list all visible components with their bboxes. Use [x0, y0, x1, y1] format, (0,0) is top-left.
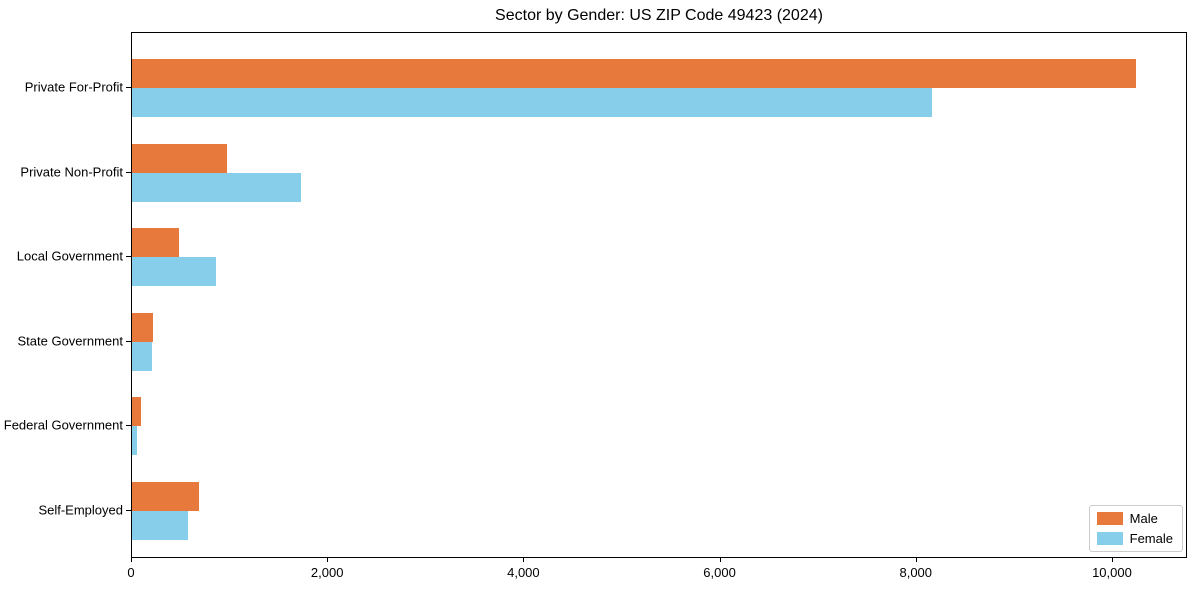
ytick-label-private-non-profit: Private Non-Profit [20, 164, 123, 180]
xtick-label-0: 0 [127, 565, 135, 580]
xtick-label-10-000: 10,000 [1092, 565, 1132, 580]
xtick-label-6-000: 6,000 [703, 565, 736, 580]
ytick-label-local-government: Local Government [16, 248, 123, 264]
ytick-mark [126, 87, 131, 88]
ytick-label-federal-government: Federal Government [3, 417, 123, 433]
bar-male-private-for-profit [132, 59, 1136, 88]
ytick-mark [126, 510, 131, 511]
bar-female-local-government [132, 257, 216, 286]
xtick-mark [915, 557, 917, 562]
xtick-mark [523, 557, 525, 562]
legend-label-male: Male [1129, 511, 1158, 526]
legend-item-female: Female [1096, 531, 1173, 546]
legend-swatch-female [1096, 532, 1123, 545]
bar-male-self-employed [132, 482, 199, 511]
bar-female-private-non-profit [132, 173, 301, 202]
xtick-mark [131, 557, 132, 562]
ytick-label-self-employed: Self-Employed [38, 502, 123, 518]
ytick-mark [126, 340, 131, 342]
legend: Male Female [1088, 505, 1183, 552]
xtick-mark [1111, 557, 1113, 562]
bar-female-federal-government [132, 426, 137, 455]
xtick-label-4-000: 4,000 [507, 565, 540, 580]
bar-male-private-non-profit [132, 144, 227, 173]
bar-female-state-government [132, 342, 152, 371]
bar-male-federal-government [132, 397, 141, 426]
bar-female-private-for-profit [132, 88, 932, 117]
xtick-label-8-000: 8,000 [899, 565, 933, 580]
bar-male-state-government [132, 313, 153, 342]
legend-label-female: Female [1129, 531, 1173, 546]
xtick-label-2-000: 2,000 [310, 565, 344, 580]
ytick-label-private-for-profit: Private For-Profit [24, 79, 123, 95]
chart-title: Sector by Gender: US ZIP Code 49423 (202… [495, 7, 823, 24]
bar-male-local-government [132, 228, 179, 257]
xtick-mark [327, 557, 329, 562]
ytick-label-state-government: State Government [17, 333, 124, 349]
legend-swatch-male [1096, 512, 1123, 525]
ytick-mark [126, 171, 131, 173]
ytick-mark [126, 256, 131, 258]
legend-item-male: Male [1096, 511, 1173, 526]
xtick-mark [719, 557, 721, 562]
plot-area [131, 32, 1187, 558]
ytick-mark [126, 425, 131, 427]
bar-female-self-employed [132, 511, 188, 540]
